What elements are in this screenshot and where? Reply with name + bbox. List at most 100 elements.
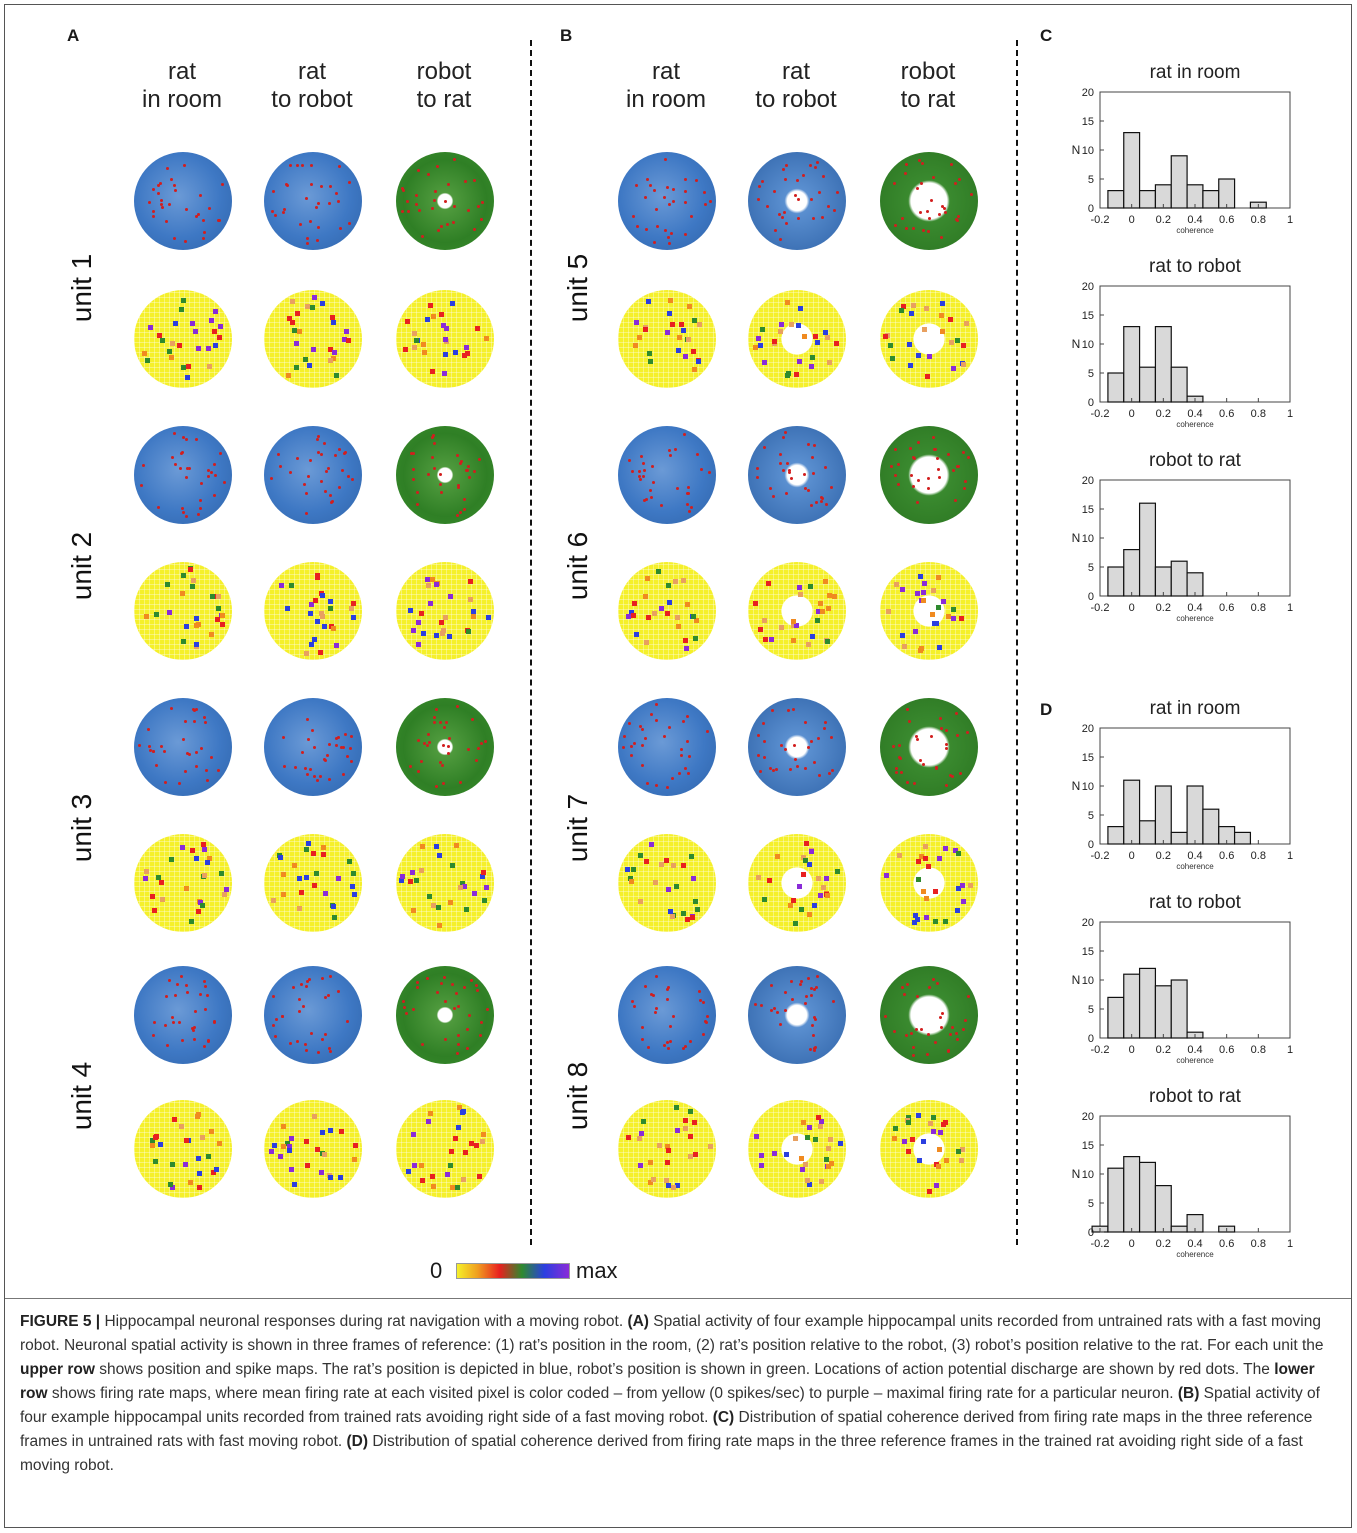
rate-pixel: [442, 337, 448, 343]
spike-dot: [638, 469, 642, 473]
rate-pixel: [954, 907, 960, 913]
spike-dot: [184, 514, 188, 518]
spike-dot: [910, 474, 914, 478]
rate-pixel: [205, 1154, 211, 1160]
rate-pixel: [904, 1117, 910, 1123]
spike-dot: [337, 200, 341, 204]
rate-pixel: [933, 918, 939, 924]
spike-dot: [431, 436, 434, 440]
rate-pixel: [917, 574, 923, 580]
rate-pixel: [628, 609, 634, 615]
spike-dot: [927, 229, 931, 233]
spike-dot: [927, 216, 931, 220]
x-tick-label: 0: [1129, 850, 1135, 862]
spike-dot: [410, 452, 414, 456]
rate-pixel: [424, 317, 430, 323]
spike-dot: [300, 982, 304, 986]
spike-dot: [328, 201, 332, 205]
rate-pixel: [426, 1119, 432, 1125]
rate-pixel: [315, 573, 321, 579]
rate-pixel: [806, 1125, 812, 1131]
rate-map-rat-in-room: [134, 562, 232, 660]
spike-dot: [195, 707, 199, 711]
spike-dot: [809, 163, 813, 167]
rate-pixel: [647, 1180, 653, 1186]
rate-pixel: [926, 1188, 932, 1194]
spike-dot: [301, 163, 305, 167]
spike-dot: [185, 476, 189, 480]
rate-pixel: [411, 1163, 417, 1169]
rate-pixel: [779, 321, 785, 327]
spike-dot: [643, 737, 647, 741]
spike-dot: [316, 434, 320, 438]
x-tick-label: 0: [1129, 1238, 1135, 1250]
spike-dot: [276, 453, 280, 457]
rate-pixel: [411, 1132, 417, 1138]
rate-pixel: [166, 349, 172, 355]
colorbar-gradient: [456, 1263, 570, 1279]
spike-dot: [905, 1034, 909, 1037]
rate-pixel: [789, 321, 795, 327]
rate-pixel: [920, 590, 926, 596]
x-tick-label: 0.4: [1187, 214, 1202, 226]
spike-dot: [178, 466, 182, 470]
y-tick-label: 0: [1088, 203, 1094, 215]
rate-pixel: [777, 329, 783, 335]
rate-pixel: [939, 312, 945, 318]
rate-pixel: [930, 1114, 936, 1120]
rate-pixel: [899, 632, 905, 638]
rate-pixel: [171, 1117, 177, 1123]
y-tick-label: 5: [1088, 1198, 1094, 1210]
rate-pixel: [440, 627, 446, 633]
trajectory-map-rat-in-room: [618, 966, 716, 1064]
spike-dot: [340, 746, 343, 750]
spike-dot: [670, 777, 674, 781]
rate-pixel: [214, 1166, 220, 1172]
spike-dot: [201, 237, 205, 241]
spike-dot: [452, 1007, 456, 1011]
spike-dot: [185, 990, 189, 994]
spike-dot: [328, 185, 332, 189]
rate-pixel: [480, 1138, 486, 1144]
rate-pixel: [653, 879, 659, 885]
spike-dot: [947, 1049, 951, 1053]
caption-separator: [5, 1298, 1351, 1299]
rate-pixel: [286, 372, 292, 378]
rate-pixel: [795, 323, 801, 329]
rate-pixel: [930, 612, 936, 618]
spike-dot: [782, 469, 786, 473]
rate-pixel: [299, 889, 305, 895]
rate-pixel: [180, 573, 186, 579]
spike-dot: [426, 744, 430, 748]
spike-dot: [769, 984, 773, 988]
spike-dot: [905, 227, 909, 231]
rate-pixel: [415, 642, 421, 648]
trajectory-map-rat-to-robot: [748, 152, 846, 250]
spike-dot: [818, 191, 822, 195]
spike-dot: [148, 200, 152, 204]
spike-dot: [206, 1038, 210, 1042]
rate-pixel: [814, 617, 820, 623]
trajectory-map-rat-to-robot: [264, 152, 362, 250]
spike-dot: [650, 712, 654, 716]
rate-pixel: [760, 327, 766, 333]
spike-dot: [420, 235, 424, 239]
spike-dot: [938, 1015, 942, 1019]
spike-dot: [412, 452, 416, 456]
spike-dot: [438, 482, 442, 486]
spike-dot: [689, 215, 693, 218]
spike-dot: [812, 761, 816, 765]
rate-pixel: [936, 1147, 942, 1153]
rate-pixel: [935, 604, 941, 610]
rate-pixel: [932, 620, 938, 626]
histogram-bar: [1170, 155, 1188, 209]
spike-dot: [455, 704, 459, 708]
y-axis-label: N: [1072, 337, 1081, 351]
rate-pixel: [453, 843, 459, 849]
spike-dot: [775, 1011, 779, 1015]
spike-dot: [165, 1043, 169, 1047]
rate-pixel: [199, 1134, 205, 1140]
spike-dot: [324, 489, 328, 493]
